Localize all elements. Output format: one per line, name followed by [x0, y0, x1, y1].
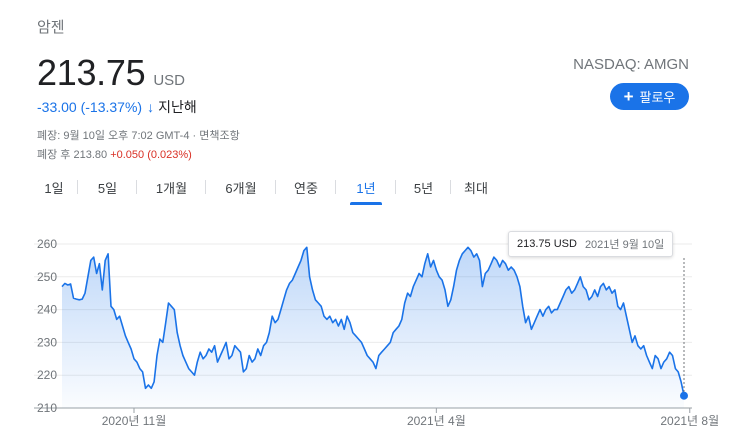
y-tick-label: 230: [37, 335, 57, 349]
price-chart[interactable]: 210 220 230 240 250 260 2020년 11월 2021년 4월 2021년…: [0, 222, 751, 446]
price-line: [61, 246, 685, 396]
after-hours-price: 폐장 후 213.80: [37, 149, 111, 161]
tooltip-date: 2021년 9월 10일: [584, 239, 665, 251]
stock-name: 암젠: [37, 19, 65, 36]
y-tick-label: 240: [37, 303, 57, 317]
price-row: 213.75 USD: [37, 52, 185, 94]
close-time: 폐장: 9월 10일 오후 7:02 GMT-4 ·: [37, 130, 200, 142]
chart-tooltip: 213.75 USD 2021년 9월 10일: [508, 231, 674, 257]
time-range-tabs: 1일 5일 1개월 6개월 연중 1년 5년 최대: [30, 178, 501, 202]
y-tick-label: 260: [37, 237, 57, 251]
tooltip-value: 213.75 USD: [517, 238, 577, 250]
arrow-down-icon: ↓: [147, 99, 155, 115]
tab-1y[interactable]: 1년: [336, 178, 396, 202]
tab-5y[interactable]: 5년: [396, 178, 451, 202]
y-tick-label: 250: [37, 270, 57, 284]
y-tick-label: 220: [37, 368, 57, 382]
x-tick-label: 2021년 8월: [660, 414, 719, 428]
change-value: -33.00 (-13.37%): [37, 99, 143, 115]
price-area: [62, 247, 684, 408]
x-tick-label: 2021년 4월: [407, 414, 466, 428]
after-hours-change: +0.050 (0.023%): [110, 149, 192, 161]
follow-button[interactable]: + 팔로우: [610, 83, 689, 110]
tab-6m[interactable]: 6개월: [206, 178, 276, 202]
price-change: -33.00 (-13.37%) ↓ 지난해: [37, 97, 197, 117]
tab-ytd[interactable]: 연중: [276, 178, 336, 202]
y-tick-label: 210: [37, 401, 57, 415]
last-price-point: [680, 391, 688, 400]
change-period: 지난해: [158, 99, 197, 115]
tab-1m[interactable]: 1개월: [137, 178, 206, 202]
follow-label: 팔로우: [639, 90, 676, 105]
plus-icon: +: [623, 87, 634, 106]
disclaimer-link[interactable]: 면책조항: [199, 130, 240, 142]
tab-5d[interactable]: 5일: [78, 178, 137, 202]
tab-max[interactable]: 최대: [464, 181, 488, 196]
price-currency: USD: [153, 72, 185, 89]
x-tick-label: 2020년 11월: [102, 414, 167, 428]
exchange-ticker: NASDAQ: AMGN: [573, 56, 689, 73]
close-info: 폐장: 9월 10일 오후 7:02 GMT-4 · 면책조항: [37, 127, 240, 143]
stock-price: 213.75: [37, 52, 146, 93]
after-hours-info: 폐장 후 213.80 +0.050 (0.023%): [37, 146, 192, 162]
tab-1d[interactable]: 1일: [30, 178, 78, 202]
